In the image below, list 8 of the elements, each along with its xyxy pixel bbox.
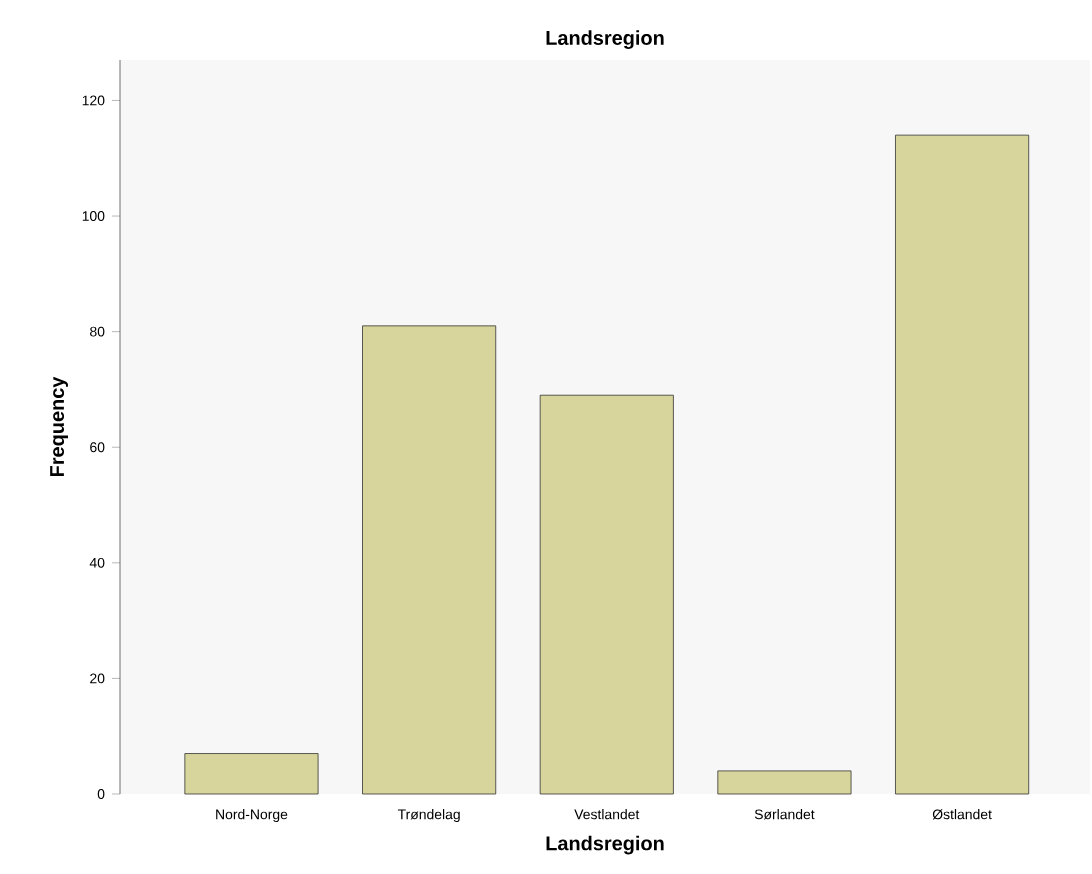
- bar: [184, 753, 319, 795]
- x-axis-title: Landsregion: [546, 835, 664, 855]
- bar: [539, 394, 674, 795]
- bar: [717, 770, 852, 795]
- chart-title: Landsregion: [546, 30, 664, 49]
- y-axis-title: Frequency: [50, 376, 68, 477]
- bar: [895, 134, 1030, 795]
- bar: [362, 325, 497, 795]
